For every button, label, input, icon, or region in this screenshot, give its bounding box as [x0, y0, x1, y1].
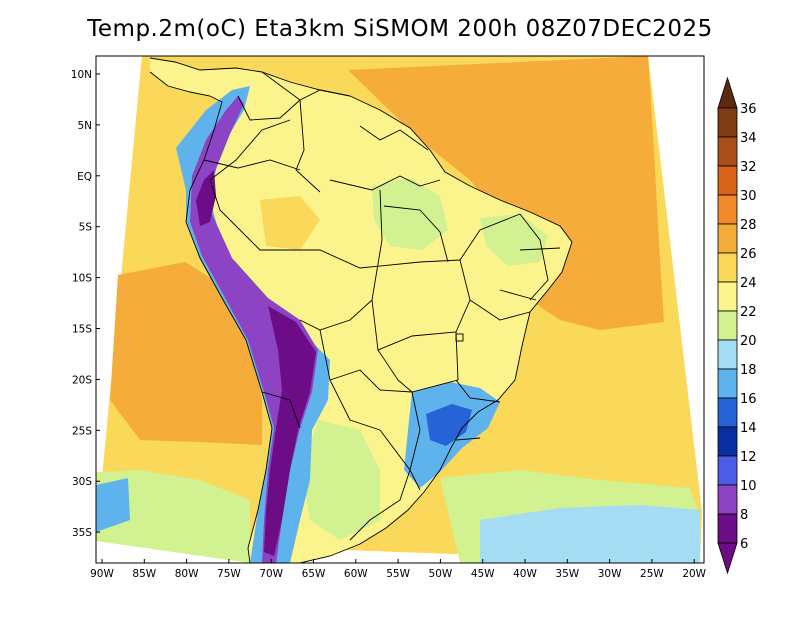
- colorbar-swatch: [717, 136, 738, 167]
- lat-label: 35S: [72, 527, 92, 539]
- lon-label: 75W: [217, 568, 241, 580]
- map-title: Temp.2m(oC) Eta3km SiSMOM 200h 08Z07DEC2…: [87, 16, 713, 42]
- colorbar-swatch: [717, 426, 738, 457]
- ocean-warm-region: [348, 56, 664, 330]
- lat-label: 15S: [72, 324, 92, 336]
- pacific-warm-region: [110, 262, 262, 445]
- lon-label: 20W: [682, 568, 706, 580]
- pacific-south-cool-region: [96, 470, 250, 563]
- lon-label: 70W: [259, 568, 283, 580]
- lon-label: 45W: [471, 568, 495, 580]
- colorbar-swatch: [717, 513, 738, 544]
- colorbar-label: 18: [740, 363, 757, 378]
- lon-label: 55W: [386, 568, 410, 580]
- colorbar-swatch: [717, 455, 738, 486]
- colorbar-swatch: [717, 165, 738, 196]
- central-warm-patch: [260, 196, 320, 250]
- colorbar-label: 24: [740, 276, 757, 291]
- pacific-far-south-region: [96, 478, 130, 532]
- colorbar-swatch: [717, 223, 738, 254]
- political-borders: [149, 57, 573, 563]
- map-frame: [95, 55, 705, 564]
- colorbar-tip-bottom: [717, 542, 738, 575]
- colorbar-label: 8: [740, 508, 748, 523]
- temperature-colorbar: 36 34 32 30 28 26 24 22 20 18 16 14 12 10 8 6: [717, 76, 757, 575]
- colorbar-label: 28: [740, 218, 757, 233]
- colorbar-label: 16: [740, 392, 757, 407]
- colorbar-swatch: [717, 484, 738, 515]
- lon-label: 80W: [175, 568, 199, 580]
- lat-label: 5N: [77, 120, 92, 132]
- lon-label: 90W: [90, 568, 114, 580]
- colorbar-label: 36: [740, 102, 757, 117]
- lon-label: 85W: [132, 568, 156, 580]
- latitude-axis: 10N 5N EQ 5S 10S 15S 20S 25S 30S 35S: [71, 69, 100, 539]
- northeast-cool-patch: [480, 214, 548, 266]
- lon-label: 40W: [513, 568, 537, 580]
- colorbar-label: 30: [740, 189, 757, 204]
- longitude-axis: 90W 85W 80W 75W 70W 65W 60W 55W 50W 45W 40W 35W 30W 2…: [90, 559, 707, 580]
- atlantic-south-cold-region: [480, 505, 700, 563]
- colorbar-tip-top: [717, 76, 738, 109]
- lon-label: 25W: [640, 568, 664, 580]
- colorbar-label: 20: [740, 334, 757, 349]
- colorbar-swatch: [717, 252, 738, 283]
- colorbar-label: 32: [740, 160, 757, 175]
- colorbar-swatch: [717, 107, 738, 138]
- southern-plains-cool-patch: [302, 420, 380, 540]
- colorbar-swatch: [717, 397, 738, 428]
- lat-label: 10S: [72, 273, 92, 285]
- lat-label: 30S: [72, 476, 92, 488]
- colorbar-label: 12: [740, 450, 757, 465]
- colorbar-label: 14: [740, 421, 757, 436]
- lon-label: 50W: [429, 568, 453, 580]
- southeast-highlands-core: [426, 404, 472, 446]
- colorbar-label: 6: [740, 537, 748, 552]
- lon-label: 65W: [302, 568, 326, 580]
- lon-label: 60W: [344, 568, 368, 580]
- temperature-field: [96, 56, 702, 563]
- colorbar-label: 34: [740, 131, 757, 146]
- lat-label: EQ: [77, 171, 92, 183]
- lon-label: 30W: [598, 568, 622, 580]
- amazon-cool-patch: [372, 178, 448, 250]
- colorbar-swatch: [717, 194, 738, 225]
- lon-label: 35W: [555, 568, 579, 580]
- colorbar-label: 26: [740, 247, 757, 262]
- colorbar-swatch: [717, 310, 738, 341]
- colorbar-label: 10: [740, 479, 757, 494]
- lat-label: 25S: [72, 425, 92, 437]
- colorbar-label: 22: [740, 305, 757, 320]
- lat-label: 5S: [79, 222, 93, 234]
- colorbar-swatch: [717, 368, 738, 399]
- altiplano-peak-region: [264, 306, 316, 556]
- colorbar-swatch: [717, 281, 738, 312]
- lat-label: 20S: [72, 374, 92, 386]
- colorbar-swatch: [717, 339, 738, 370]
- lat-label: 10N: [71, 69, 92, 81]
